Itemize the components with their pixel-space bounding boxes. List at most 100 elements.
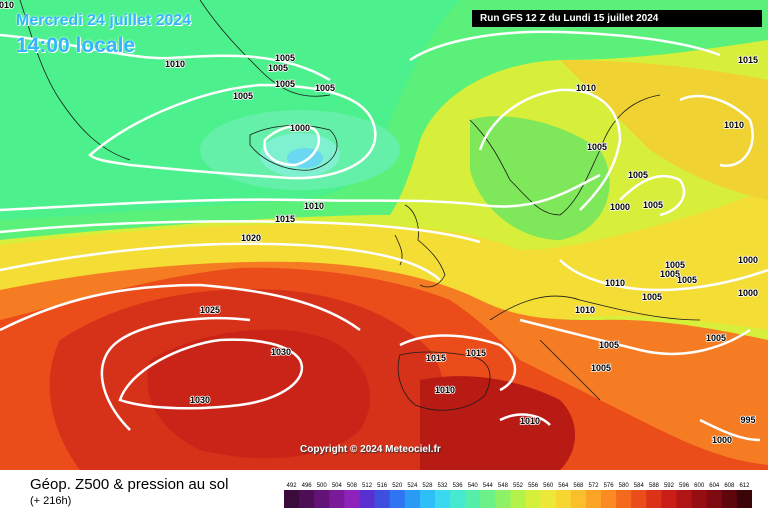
colorbar-tick: 592 xyxy=(664,483,675,489)
colorbar-tick: 536 xyxy=(453,483,464,489)
colorbar-swatch xyxy=(646,490,662,508)
colorbar-swatch xyxy=(465,490,481,508)
colorbar-swatch xyxy=(616,490,632,508)
colorbar-tick: 568 xyxy=(573,483,584,489)
colorbar-tick: 604 xyxy=(709,483,720,489)
colorbar-swatch xyxy=(389,490,406,508)
isobar-label: 1010 xyxy=(165,59,185,69)
isobar-label: 1020 xyxy=(241,233,261,243)
colorbar-swatch xyxy=(540,490,557,508)
isobar-label: 1000 xyxy=(738,288,758,298)
isobar-label: 1015 xyxy=(426,353,446,363)
isobar-label: 1010 xyxy=(576,83,596,93)
isobar-label: 1005 xyxy=(233,91,253,101)
model-run-label: Run GFS 12 Z du Lundi 15 juillet 2024 xyxy=(472,10,762,27)
isobar-label: 1010 xyxy=(520,416,540,426)
colorbar-swatch xyxy=(329,490,345,508)
colorbar-swatch xyxy=(480,490,496,508)
colorbar-tick: 520 xyxy=(392,483,403,489)
colorbar-tick: 496 xyxy=(302,483,313,489)
colorbar-swatch xyxy=(706,490,723,508)
isobar-label: 1005 xyxy=(643,200,663,210)
colorbar-tick: 564 xyxy=(558,483,569,489)
isobar-label: 1000 xyxy=(610,202,630,212)
isobar-label: 1010 xyxy=(605,278,625,288)
colorbar-tick: 508 xyxy=(347,483,358,489)
isobar-label: 1005 xyxy=(706,333,726,343)
isobar-label: 1025 xyxy=(200,305,220,315)
forecast-date: Mercredi 24 juillet 2024 xyxy=(16,12,192,29)
isobar-label: 1030 xyxy=(190,395,210,405)
legend-title: Géop. Z500 & pression au sol xyxy=(30,476,229,493)
colorbar-swatch xyxy=(661,490,678,508)
colorbar-tick: 580 xyxy=(619,483,630,489)
isobar-label: 1000 xyxy=(712,435,732,445)
colorbar: 492 496 500 504 508 512 516 520 524 528 532 536 540 5… xyxy=(284,483,752,508)
colorbar-swatch xyxy=(525,490,542,508)
colorbar-tick: 548 xyxy=(498,483,509,489)
isobar-label: 1010 xyxy=(575,305,595,315)
isobar-label: 1005 xyxy=(275,79,295,89)
isobar-label: 1005 xyxy=(599,340,619,350)
colorbar-tick: 544 xyxy=(483,483,494,489)
isobar-label: 1005 xyxy=(275,53,295,63)
colorbar-tick: 612 xyxy=(739,483,750,489)
colorbar-swatch xyxy=(631,490,647,508)
colorbar-tick: 504 xyxy=(332,483,343,489)
isobar-label: 1000 xyxy=(738,255,758,265)
colorbar-swatch xyxy=(434,490,451,508)
colorbar-swatch xyxy=(570,490,587,508)
colorbar-tick: 492 xyxy=(287,483,298,489)
isobar-label: 1005 xyxy=(591,363,611,373)
isobar-label: 1005 xyxy=(660,269,680,279)
isobar-label: 1005 xyxy=(587,142,607,152)
legend-subtitle: (+ 216h) xyxy=(30,495,72,507)
colorbar-tick: 512 xyxy=(362,483,373,489)
colorbar-tick: 576 xyxy=(604,483,615,489)
colorbar-swatch xyxy=(359,490,376,508)
colorbar-tick: 532 xyxy=(438,483,449,489)
isobar-label: 1010 xyxy=(435,385,455,395)
colorbar-tick: 552 xyxy=(513,483,524,489)
isobar-label: 1005 xyxy=(315,83,335,93)
colorbar-swatch xyxy=(495,490,511,508)
colorbar-tick: 572 xyxy=(588,483,599,489)
colorbar-swatch xyxy=(691,490,708,508)
isobar-label: 1005 xyxy=(642,292,662,302)
colorbar-tick: 584 xyxy=(634,483,645,489)
isobar-label: 1015 xyxy=(466,348,486,358)
colorbar-tick: 516 xyxy=(377,483,388,489)
copyright-text: Copyright © 2024 Meteociel.fr xyxy=(300,444,441,455)
colorbar-swatch xyxy=(314,490,330,508)
colorbar-swatch xyxy=(404,490,421,508)
colorbar-tick: 556 xyxy=(528,483,539,489)
isobar-label: 1005 xyxy=(665,260,685,270)
colorbar-tick: 608 xyxy=(724,483,735,489)
colorbar-swatch xyxy=(676,490,693,508)
colorbar-swatch xyxy=(450,490,466,508)
colorbar-tick: 524 xyxy=(407,483,418,489)
colorbar-tick: 596 xyxy=(679,483,690,489)
colorbar-tick: 540 xyxy=(468,483,479,489)
colorbar-swatch xyxy=(510,490,527,508)
isobar-label: 1005 xyxy=(677,275,697,285)
colorbar-swatch xyxy=(344,490,360,508)
isobar-label: 1010 xyxy=(304,201,324,211)
colorbar-tick: 588 xyxy=(649,483,660,489)
colorbar-swatch xyxy=(299,490,315,508)
colorbar-tick: 600 xyxy=(694,483,705,489)
isobar-label: 1015 xyxy=(738,55,758,65)
colorbar-swatch xyxy=(374,490,391,508)
colorbar-tick: 500 xyxy=(317,483,328,489)
colorbar-swatch xyxy=(585,490,602,508)
colorbar-swatch xyxy=(555,490,572,508)
isobar-label: 1005 xyxy=(268,63,288,73)
colorbar-tick: 528 xyxy=(422,483,433,489)
isobar-label: 1010 xyxy=(0,0,14,10)
isobar-label: 1010 xyxy=(724,120,744,130)
weather-map: 1010101010051005100510051005100010101015… xyxy=(0,0,768,470)
isobar-label: 1030 xyxy=(271,347,291,357)
isobar-label: 1005 xyxy=(628,170,648,180)
colorbar-swatch xyxy=(419,490,436,508)
colorbar-tick: 560 xyxy=(543,483,554,489)
